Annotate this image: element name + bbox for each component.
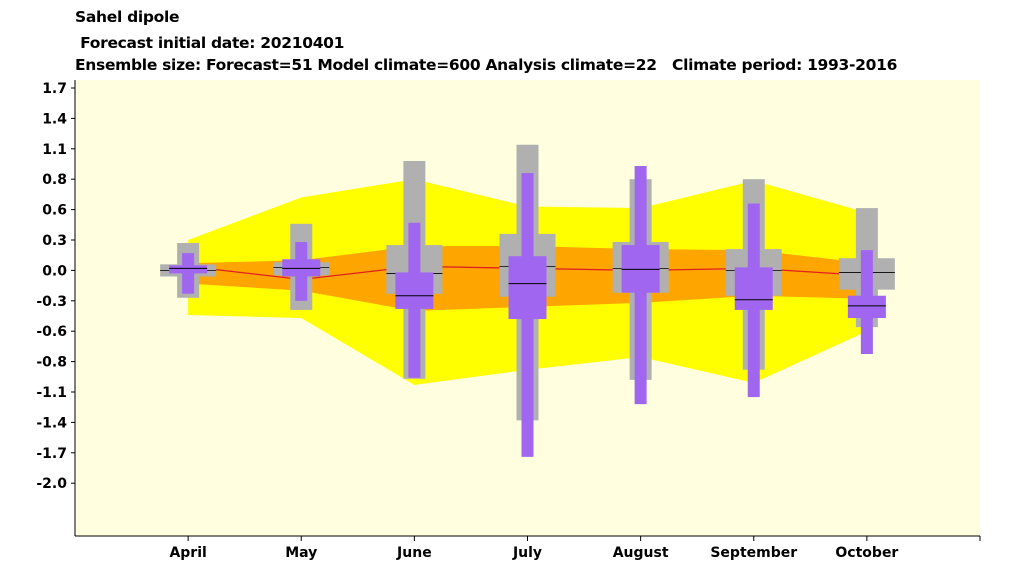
forecast-box bbox=[508, 256, 547, 320]
y-tick-label: 0.8 bbox=[42, 172, 67, 188]
y-tick-label: -1.4 bbox=[36, 415, 67, 431]
chart-info-line: Ensemble size: Forecast=51 Model climate… bbox=[75, 56, 898, 74]
y-tick-label: 0.0 bbox=[42, 263, 67, 279]
forecast-box bbox=[169, 265, 208, 274]
forecast-box bbox=[282, 259, 321, 277]
forecast-box bbox=[621, 245, 660, 293]
x-tick-label: July bbox=[512, 545, 542, 561]
y-tick-label: -0.3 bbox=[36, 294, 67, 310]
y-tick-label: -1.7 bbox=[36, 446, 67, 462]
forecast-box bbox=[847, 295, 886, 319]
forecast-box bbox=[395, 272, 434, 309]
box-plots bbox=[160, 144, 895, 457]
y-tick-label: 1.1 bbox=[42, 142, 67, 158]
y-tick-label: -2.0 bbox=[36, 476, 67, 492]
x-tick-label: August bbox=[613, 545, 669, 561]
y-tick-label: 1.7 bbox=[42, 81, 67, 97]
x-tick-label: September bbox=[710, 545, 797, 561]
x-tick-label: April bbox=[169, 545, 206, 561]
x-tick-label: June bbox=[396, 545, 432, 561]
x-tick-label: May bbox=[285, 545, 317, 561]
y-tick-label: 0.6 bbox=[42, 203, 67, 219]
x-tick-label: October bbox=[835, 545, 898, 561]
y-axis-ticks: 1.7 1.4 1.1 0.8 0.6 0.3 0.0 -0.3 -0.6 -0.8 -1.1 -1.… bbox=[36, 81, 75, 492]
y-tick-label: 1.4 bbox=[42, 111, 67, 127]
y-tick-label: -0.6 bbox=[36, 324, 67, 340]
x-axis-ticks: April May June July August September October bbox=[169, 536, 981, 561]
forecast-box bbox=[734, 267, 773, 310]
chart-title: Sahel dipole bbox=[75, 8, 180, 26]
y-tick-label: 0.3 bbox=[42, 233, 67, 249]
y-tick-label: -1.1 bbox=[36, 385, 67, 401]
chart-subtitle: Forecast initial date: 20210401 bbox=[75, 34, 345, 52]
y-tick-label: -0.8 bbox=[36, 355, 67, 371]
